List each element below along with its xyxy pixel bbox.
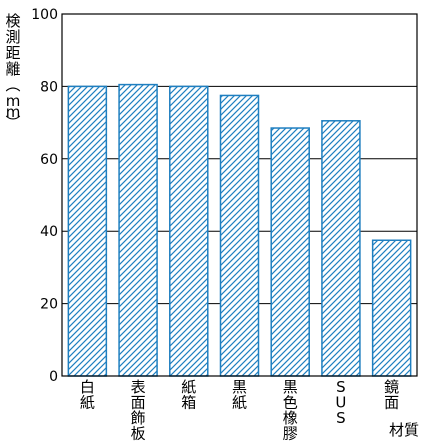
x-axis-label: 材質 (389, 421, 419, 439)
x-tick-label: 白紙 (80, 378, 95, 412)
y-tick-label: 0 (49, 369, 58, 385)
y-tick-label: 60 (40, 152, 58, 168)
bar (169, 85, 209, 377)
y-axis-label-text: 検測距離︵ m m ︶ (5, 12, 20, 132)
bar (219, 94, 260, 377)
y-tick-labels: 0 20 40 60 80 100 (31, 7, 58, 385)
y-tick-label: 80 (40, 79, 58, 95)
y-tick-label: 40 (40, 224, 58, 240)
bar (270, 127, 310, 377)
bar (118, 83, 158, 377)
y-axis-label: 検測距離︵ m m ︶ (5, 12, 20, 132)
x-tick-label: 黒色橡膠 (283, 378, 298, 443)
x-axis-label-text: 材質 (389, 421, 419, 439)
y-tick-label: 20 (40, 297, 58, 313)
plot-frame (61, 13, 418, 377)
x-tick-labels: 白紙 表面飾板 紙箱 黒紙 黒色橡膠 S U S 鏡面 (80, 378, 399, 443)
x-tick-label: 紙箱 (181, 378, 196, 412)
bar (67, 85, 108, 377)
y-tick-label: 100 (31, 7, 58, 23)
x-tick-label: 表面飾板 (131, 378, 146, 443)
x-tick-label: 鏡面 (384, 378, 399, 412)
x-tick-label: 黒紙 (232, 378, 247, 412)
bar (371, 239, 412, 377)
bar (321, 120, 361, 377)
bars (67, 83, 412, 377)
